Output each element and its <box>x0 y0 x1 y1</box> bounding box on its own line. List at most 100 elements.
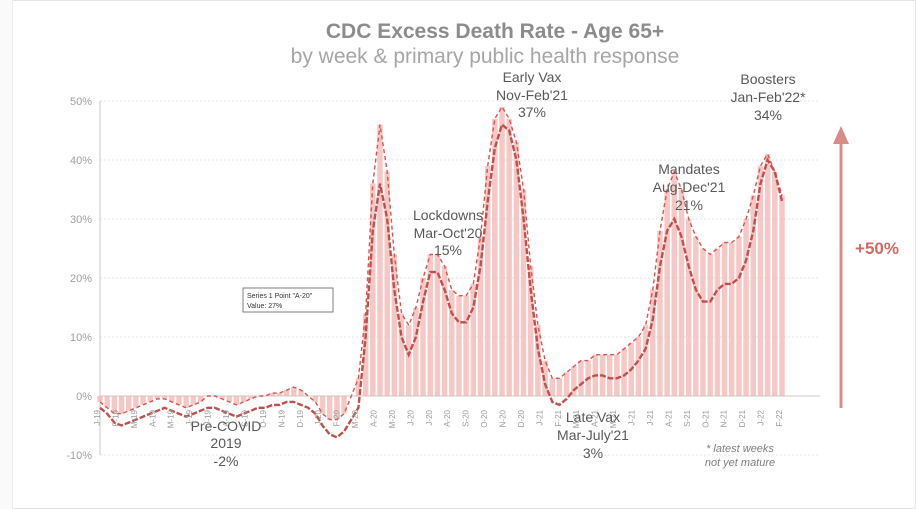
x-tick-label: F-20 <box>333 409 342 426</box>
bar <box>420 278 426 396</box>
x-tick-label: N-19 <box>277 409 286 427</box>
bar <box>405 325 412 396</box>
annotation-early-vax-line2: Nov-Feb'21 <box>496 87 568 103</box>
bar <box>520 189 527 396</box>
annotation-mandates: Mandates Aug-Dec'21 21% <box>653 161 726 213</box>
bar <box>312 396 319 402</box>
bar <box>434 254 441 396</box>
bar <box>362 313 369 396</box>
x-tick-label: J-20 <box>425 409 434 425</box>
annotation-early-vax-value: 37% <box>518 104 546 120</box>
x-tick-label: O-19 <box>259 409 268 427</box>
x-tick-label: A-19 <box>222 409 231 426</box>
bar <box>650 289 656 396</box>
bar <box>319 396 326 414</box>
bar <box>492 118 498 396</box>
bar <box>513 142 520 396</box>
bar <box>398 313 405 396</box>
bar <box>427 254 433 396</box>
x-tick-label: N-21 <box>720 409 729 427</box>
x-tick-label: F-19 <box>111 409 120 426</box>
bar <box>714 248 721 396</box>
increase-label: +50% <box>855 239 899 258</box>
x-tick-label: J-20 <box>314 409 323 425</box>
bar <box>528 266 534 396</box>
annotation-boosters-value: 34% <box>754 107 782 123</box>
bar <box>140 396 146 405</box>
bar <box>240 396 247 402</box>
tooltip-line2: Value: 27% <box>247 303 282 310</box>
bar <box>750 195 757 396</box>
x-tick-label: M-21 <box>572 409 581 428</box>
x-tick-label: M-20 <box>388 409 397 428</box>
annotation-lockdowns-line2: Mar-Oct'20 <box>414 225 483 241</box>
annotation-mandates-line1: Mandates <box>658 161 719 177</box>
series-line-lower <box>99 122 784 439</box>
x-axis-ticks: J-19 F-19 M-19 A-19 M-19 J-19 J-19 A-19 S-19 O-19… <box>93 409 784 428</box>
bar <box>657 230 663 396</box>
annotation-pre-covid-value: -2% <box>214 453 239 469</box>
bar <box>499 106 505 397</box>
bar <box>678 189 685 396</box>
bar <box>736 236 742 396</box>
x-tick-label: J-21 <box>535 409 544 425</box>
x-tick-label: M-21 <box>609 409 618 428</box>
x-tick-label: D-20 <box>517 409 526 427</box>
x-tick-label: J-19 <box>204 409 213 425</box>
x-tick-label: M-20 <box>351 409 360 428</box>
bar <box>176 396 182 405</box>
annotation-boosters: Boosters Jan-Feb'22* 34% <box>730 71 806 123</box>
annotation-mandates-value: 21% <box>675 197 703 213</box>
bar <box>377 124 383 396</box>
bar <box>721 242 728 396</box>
left-ruler <box>0 0 13 509</box>
bar <box>384 171 390 396</box>
bar <box>355 378 362 396</box>
annotation-early-vax-line1: Early Vax <box>503 69 562 85</box>
annotation-late-vax: Late Vax Mar-July'21 3% <box>557 409 629 461</box>
x-tick-label: M-19 <box>130 409 139 428</box>
increase-arrow <box>833 126 849 408</box>
x-tick-label: O-20 <box>480 409 489 427</box>
bar <box>506 118 512 396</box>
bar <box>549 378 556 396</box>
x-tick-label: S-19 <box>240 409 249 426</box>
bars <box>97 106 785 420</box>
annotation-lockdowns: Lockdowns Mar-Oct'20 15% <box>413 207 483 258</box>
bar <box>441 266 448 396</box>
footnote-line2: not yet mature <box>705 457 775 469</box>
bar <box>772 171 778 396</box>
footnote-line1: * latest weeks <box>706 443 774 455</box>
bar <box>276 393 283 396</box>
bar <box>578 360 584 396</box>
x-tick-label: J-19 <box>93 409 102 425</box>
bar <box>413 307 419 396</box>
bar <box>635 337 642 396</box>
annotation-boosters-line2: Jan-Feb'22* <box>730 89 806 105</box>
series-line-upper <box>99 105 783 421</box>
y-tick-label: 0% <box>76 391 92 403</box>
annotation-pre-covid-line2: 2019 <box>210 435 241 451</box>
x-tick-label: D-21 <box>738 409 747 427</box>
chart-subtitle: by week & primary public health response <box>291 45 680 68</box>
bar <box>226 396 232 402</box>
x-tick-label: J-22 <box>757 409 766 425</box>
bar <box>614 354 620 396</box>
bar <box>326 396 333 420</box>
y-tick-label: 10% <box>70 332 92 344</box>
x-tick-label: M-19 <box>167 409 176 428</box>
bar <box>563 372 570 396</box>
bar <box>219 396 225 399</box>
bar <box>621 348 627 396</box>
bar <box>269 393 276 396</box>
tooltip-line1: Series 1 Point "A-20" <box>247 293 313 300</box>
bar <box>707 254 713 396</box>
bar <box>606 354 613 396</box>
hover-tooltip: Series 1 Point "A-20" Value: 27% <box>242 287 334 313</box>
bar <box>161 396 168 399</box>
annotation-lockdowns-line1: Lockdowns <box>413 207 483 223</box>
y-tick-label: 40% <box>70 155 92 167</box>
bar <box>298 390 304 396</box>
x-tick-label: A-21 <box>591 409 600 426</box>
bar <box>700 248 706 396</box>
